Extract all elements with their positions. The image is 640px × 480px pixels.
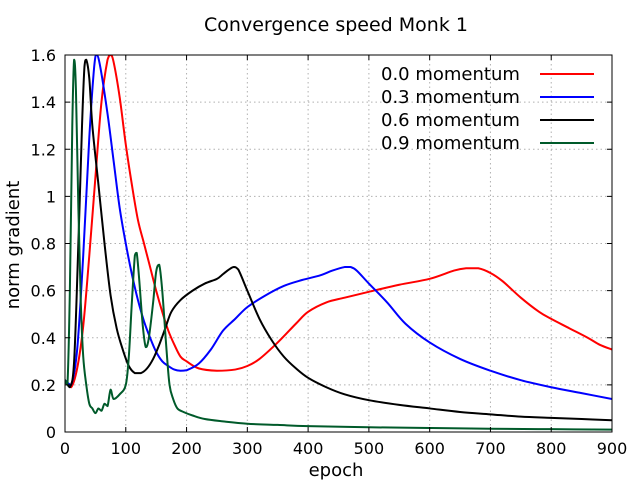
y-tick-label: 1.2 bbox=[31, 140, 56, 159]
series-line-0 bbox=[65, 55, 612, 389]
series-layer bbox=[65, 55, 612, 431]
x-tick-label: 100 bbox=[111, 439, 142, 458]
y-tick-label: 0.6 bbox=[31, 282, 56, 301]
tick-label-layer: 0 100 200 300 400 500 600 700 800 900 0 0.2 0.4 0.6 0.… bbox=[31, 46, 628, 458]
legend-label: 0.3 momentum bbox=[381, 87, 520, 108]
x-tick-label: 700 bbox=[475, 439, 506, 458]
x-tick-label: 800 bbox=[536, 439, 567, 458]
y-tick-label: 1 bbox=[46, 187, 56, 206]
y-tick-label: 1.4 bbox=[31, 93, 56, 112]
x-axis-label: epoch bbox=[309, 460, 364, 480]
x-tick-label: 600 bbox=[414, 439, 445, 458]
y-tick-label: 0.2 bbox=[31, 376, 56, 395]
x-tick-label: 300 bbox=[232, 439, 263, 458]
tick-layer bbox=[64, 54, 613, 433]
y-tick-label: 0 bbox=[46, 423, 56, 442]
x-tick-label: 400 bbox=[293, 439, 324, 458]
series-line-3 bbox=[65, 58, 612, 431]
y-tick-label: 1.6 bbox=[31, 46, 56, 65]
legend-label: 0.6 momentum bbox=[381, 110, 520, 131]
y-tick-label: 0.8 bbox=[31, 235, 56, 254]
grid-layer bbox=[65, 55, 612, 432]
x-tick-label: 500 bbox=[354, 439, 385, 458]
x-tick-label: 200 bbox=[171, 439, 202, 458]
y-axis-label: norm gradient bbox=[3, 181, 24, 310]
x-tick-label: 0 bbox=[60, 439, 70, 458]
legend-label: 0.9 momentum bbox=[381, 133, 520, 154]
legend-label: 0.0 momentum bbox=[381, 64, 520, 85]
series-line-2 bbox=[65, 58, 612, 422]
y-tick-label: 0.4 bbox=[31, 329, 56, 348]
series-line-1 bbox=[65, 55, 612, 401]
chart-title: Convergence speed Monk 1 bbox=[204, 14, 468, 36]
x-tick-label: 900 bbox=[597, 439, 628, 458]
